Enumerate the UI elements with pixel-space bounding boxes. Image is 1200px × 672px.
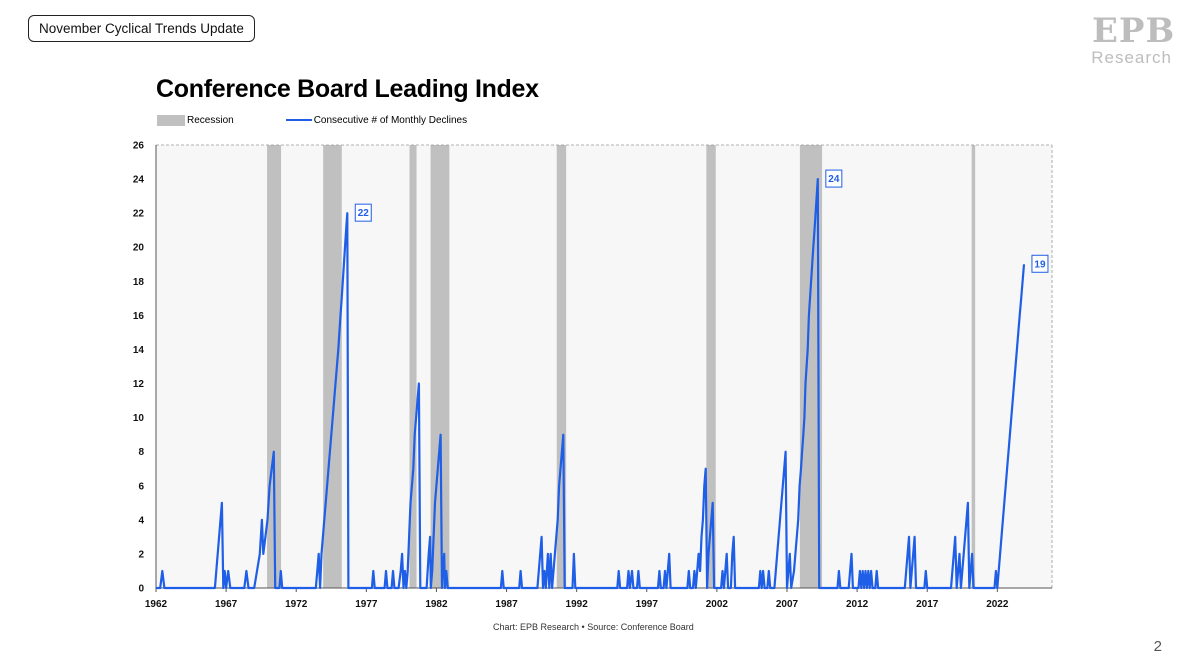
chart-title: Conference Board Leading Index [156,75,539,103]
page-number: 2 [1153,638,1162,655]
x-tick-label-1997: 1997 [636,599,659,610]
epb-logo: EPB Research [1088,11,1176,70]
annotation-label-24: 24 [828,174,840,185]
legend-label-recession: Recession [187,114,234,126]
chart-source-note: Chart: EPB Research • Source: Conference… [493,622,694,632]
x-tick-label-1977: 1977 [355,599,378,610]
y-tick-label-24: 24 [133,175,145,186]
x-tick-label-1987: 1987 [495,599,518,610]
annotation-box-22 [354,203,372,222]
plot-area [156,145,1052,588]
x-tick-label-1967: 1967 [215,599,238,610]
y-tick-label-12: 12 [133,379,145,390]
y-tick-label-26: 26 [133,141,145,152]
annotation-label-19: 19 [1034,259,1046,270]
section-title-badge: November Cyclical Trends Update [28,15,255,42]
y-tick-label-22: 22 [133,209,145,220]
logo-mark: EPB [1092,11,1176,51]
chart-legend: Recession Consecutive # of Monthly Decli… [157,112,519,128]
legend-swatch-declines [285,118,312,122]
recession-band-4 [556,145,567,588]
recession-band-6 [799,145,823,588]
recession-band-7 [971,145,976,588]
x-tick-label-1982: 1982 [425,599,448,610]
y-tick-label-8: 8 [138,447,144,458]
y-tick-label-18: 18 [133,277,145,288]
recession-band-5 [706,145,716,588]
x-tick-label-2012: 2012 [846,599,869,610]
section-title: November Cyclical Trends Update [39,21,244,36]
series-line-declines [156,178,1026,590]
recession-band-3 [430,145,450,588]
annotation-label-22: 22 [358,208,370,219]
y-tick-label-0: 0 [138,584,144,595]
x-tick-label-2002: 2002 [706,599,729,610]
y-tick-label-10: 10 [133,413,145,424]
annotation-box-24 [825,169,843,188]
legend-item-declines: Consecutive # of Monthly Declines [285,114,468,126]
recession-band-1 [323,145,342,588]
legend-label-declines: Consecutive # of Monthly Declines [313,114,468,126]
y-tick-label-16: 16 [133,311,145,322]
annotation-box-19 [1031,254,1049,273]
logo-wordmark: Research [1091,48,1172,67]
x-tick-label-2022: 2022 [986,599,1009,610]
legend-item-recession: Recession [157,114,234,126]
y-tick-label-4: 4 [138,515,144,526]
x-tick-label-1962: 1962 [145,599,168,610]
y-tick-label-2: 2 [138,549,144,560]
x-tick-label-1992: 1992 [566,599,589,610]
legend-swatch-recession [157,114,185,126]
y-tick-label-20: 20 [133,243,145,254]
x-tick-label-2017: 2017 [916,599,939,610]
x-tick-label-2007: 2007 [776,599,799,610]
recession-band-2 [409,145,417,588]
y-tick-label-6: 6 [138,481,144,492]
x-tick-label-1972: 1972 [285,599,308,610]
y-tick-label-14: 14 [133,345,145,356]
